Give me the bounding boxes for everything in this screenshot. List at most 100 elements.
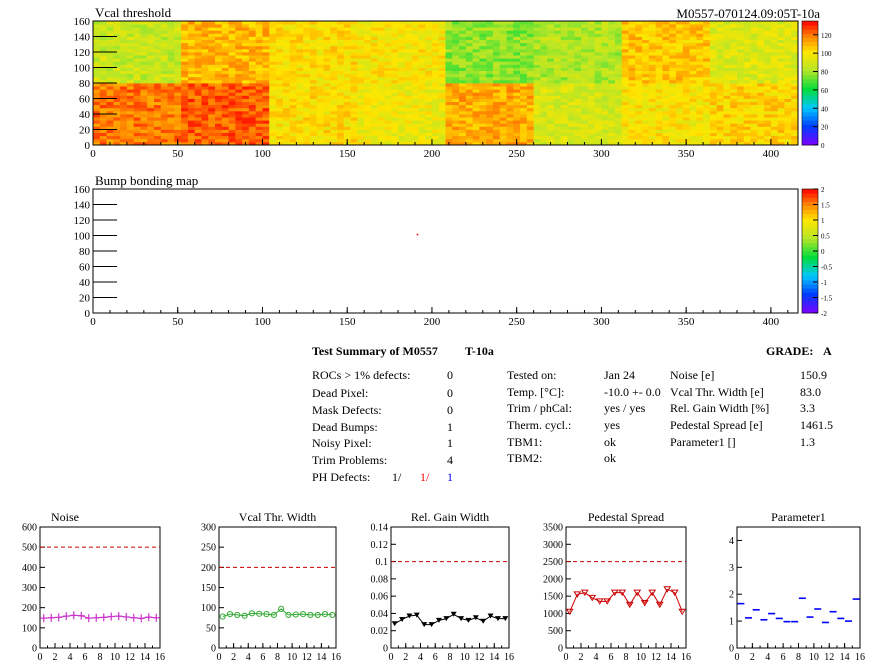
map-cell <box>696 135 704 140</box>
map-cell <box>709 92 718 96</box>
map-cell <box>736 101 745 106</box>
map-cell <box>174 73 182 78</box>
map-cell <box>208 98 216 102</box>
map-cell <box>723 120 731 124</box>
map-cell <box>736 55 745 59</box>
map-cell <box>736 79 745 84</box>
map-cell <box>675 61 684 65</box>
map-cell <box>296 101 304 106</box>
map-cell <box>276 61 284 65</box>
map-cell <box>594 110 602 115</box>
map-cell <box>784 107 792 112</box>
map-cell <box>425 107 433 112</box>
map-cell <box>662 76 670 81</box>
map-cell <box>581 107 589 112</box>
map-cell <box>377 89 385 93</box>
map-cell <box>330 36 338 40</box>
map-cell <box>642 101 650 106</box>
map-cell <box>255 24 263 28</box>
map-cell <box>147 55 155 59</box>
map-cell <box>533 138 541 143</box>
map-cell <box>730 52 738 56</box>
map-cell <box>296 79 304 84</box>
map-cell <box>635 132 643 137</box>
map-cell <box>486 27 494 31</box>
map-cell <box>669 83 677 87</box>
map-cell <box>669 86 677 90</box>
map-cell <box>662 132 670 137</box>
map-cell <box>147 92 155 96</box>
map-cell <box>567 21 575 25</box>
map-cell <box>560 120 568 124</box>
map-cell <box>248 48 257 53</box>
map-cell <box>215 67 223 71</box>
map-cell <box>147 120 155 124</box>
map-cell <box>357 79 365 84</box>
map-cell <box>431 70 440 75</box>
map-cell <box>492 126 501 130</box>
map-cell <box>472 104 480 109</box>
x-tick-label: 400 <box>763 148 780 160</box>
map-cell <box>208 123 216 127</box>
map-cell <box>106 120 114 124</box>
map-cell <box>479 114 487 118</box>
map-cell <box>764 114 772 118</box>
map-cell <box>601 48 609 53</box>
map-cell <box>479 107 487 112</box>
map-cell <box>662 58 670 62</box>
map-cell <box>201 138 209 143</box>
map-cell <box>784 27 792 31</box>
map-cell <box>472 132 480 137</box>
map-cell <box>411 123 419 127</box>
map-cell <box>377 126 385 130</box>
map-cell <box>418 45 426 50</box>
map-cell <box>140 52 148 56</box>
map-cell <box>282 89 290 93</box>
map-cell <box>601 98 609 102</box>
map-cell <box>608 27 616 31</box>
map-cell <box>655 101 663 106</box>
map-cell <box>452 86 460 90</box>
map-cell <box>140 86 148 90</box>
map-cell <box>438 61 446 65</box>
map-cell <box>120 101 128 106</box>
map-cell <box>282 132 290 137</box>
map-cell <box>228 132 236 137</box>
map-cell <box>655 120 663 124</box>
map-cell <box>303 79 311 84</box>
map-cell <box>242 36 250 40</box>
map-cell <box>330 92 338 96</box>
map-cell <box>418 101 426 106</box>
map-cell <box>126 95 135 99</box>
map-cell <box>614 98 623 102</box>
map-cell <box>682 55 690 59</box>
y-tick-label: 0 <box>85 308 91 320</box>
map-cell <box>736 104 745 109</box>
map-cell <box>248 79 257 84</box>
map-cell <box>337 67 345 71</box>
map-cell <box>181 76 189 81</box>
map-cell <box>743 79 751 84</box>
map-cell <box>540 129 548 133</box>
map-cell <box>113 135 121 140</box>
map-cell <box>262 55 270 59</box>
map-cell <box>215 48 223 53</box>
map-cell <box>757 52 765 56</box>
plot-frame <box>565 526 687 649</box>
map-cell <box>560 110 568 115</box>
map-cell <box>282 42 290 47</box>
map-cell <box>93 107 101 112</box>
map-cell <box>574 21 582 25</box>
map-cell <box>608 138 616 143</box>
map-cell <box>662 126 670 130</box>
map-cell <box>628 83 636 87</box>
map-cell <box>703 64 711 68</box>
map-cell <box>269 30 277 34</box>
map-cell <box>296 48 304 53</box>
map-cell <box>120 104 128 109</box>
map-cell <box>337 33 345 37</box>
map-cell <box>140 73 148 78</box>
vcal-threshold-map: 0 50 100 150 200 250 300 350 4000204060801001201… <box>74 5 799 160</box>
map-cell <box>594 33 602 37</box>
map-cell <box>187 52 196 56</box>
